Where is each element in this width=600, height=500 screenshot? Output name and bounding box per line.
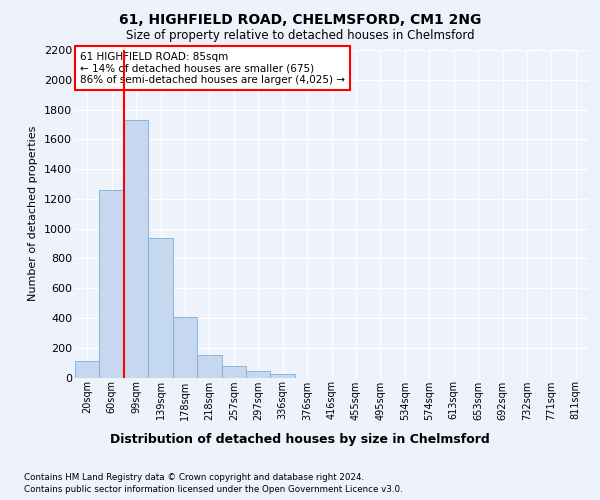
Text: Size of property relative to detached houses in Chelmsford: Size of property relative to detached ho… (125, 29, 475, 42)
Bar (173, 317, 197, 378)
Y-axis label: Number of detached properties: Number of detached properties (28, 126, 38, 302)
Text: 61 HIGHFIELD ROAD: 85sqm
← 14% of detached houses are smaller (675)
86% of semi-: 61 HIGHFIELD ROAD: 85sqm ← 14% of detach… (80, 52, 345, 85)
Bar (75, 361, 100, 378)
Text: Contains public sector information licensed under the Open Government Licence v3: Contains public sector information licen… (24, 485, 403, 494)
Bar (148, 238, 173, 378)
Bar (221, 366, 246, 378)
Text: Contains HM Land Registry data © Crown copyright and database right 2024.: Contains HM Land Registry data © Crown c… (24, 472, 364, 482)
Bar (124, 120, 148, 378)
Text: 61, HIGHFIELD ROAD, CHELMSFORD, CM1 2NG: 61, HIGHFIELD ROAD, CHELMSFORD, CM1 2NG (119, 12, 481, 26)
Bar (271, 374, 295, 378)
Bar (246, 371, 271, 378)
Bar (197, 355, 221, 378)
Text: Distribution of detached houses by size in Chelmsford: Distribution of detached houses by size … (110, 432, 490, 446)
Bar (100, 190, 124, 378)
